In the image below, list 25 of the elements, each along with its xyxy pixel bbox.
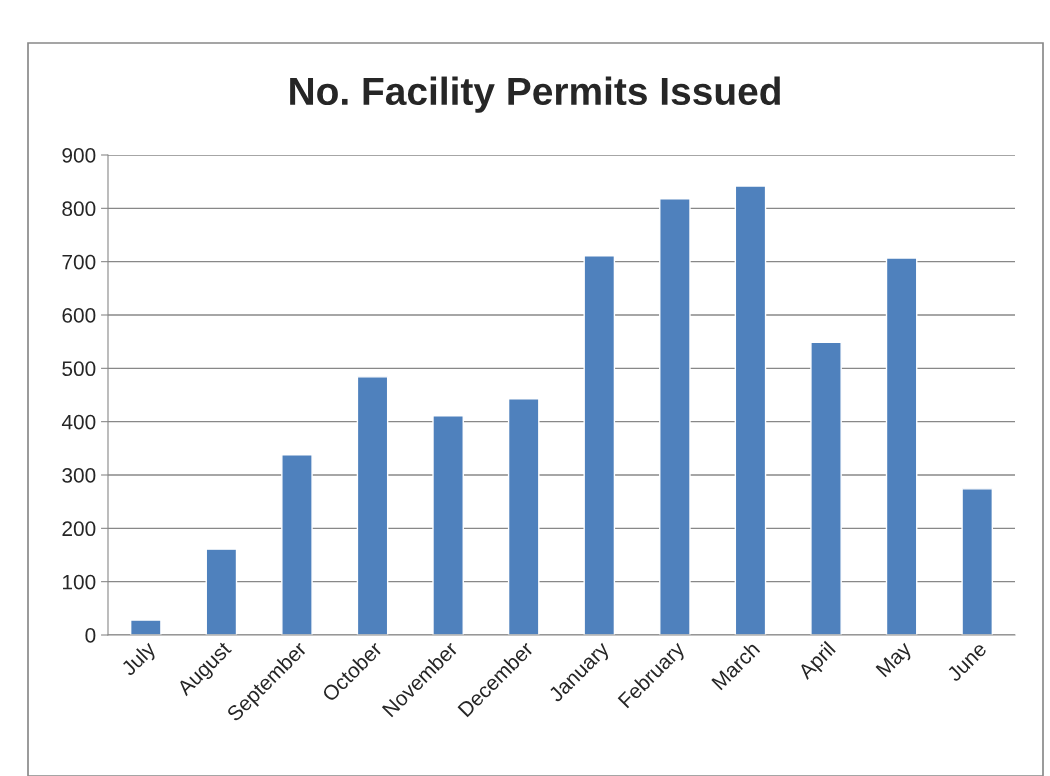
bar — [659, 198, 691, 635]
bar — [432, 415, 464, 635]
y-tick-label: 900 — [62, 148, 96, 163]
bar — [281, 454, 313, 635]
x-tick-label: May — [875, 640, 916, 681]
y-tick-label: 400 — [61, 414, 96, 430]
y-tick-label: 200 — [62, 521, 96, 537]
bar — [734, 185, 767, 635]
y-tick-label: 800 — [62, 201, 96, 217]
y-tick-label: 600 — [62, 308, 96, 323]
bar — [961, 488, 994, 635]
y-tick-label: 100 — [63, 574, 96, 590]
x-tick-label: July — [119, 639, 160, 680]
y-tick-label: 700 — [62, 254, 96, 270]
bar — [205, 548, 238, 635]
bar — [885, 257, 918, 635]
chart-title: No. Facility Permits Issued — [290, 76, 780, 113]
bar — [129, 619, 162, 635]
bar — [583, 255, 616, 635]
bar — [356, 376, 389, 635]
y-tick-label: 0 — [85, 628, 96, 643]
bar — [507, 398, 540, 635]
y-tick-label: 300 — [62, 468, 96, 483]
y-tick-label: 500 — [62, 361, 96, 377]
bar — [810, 341, 842, 635]
